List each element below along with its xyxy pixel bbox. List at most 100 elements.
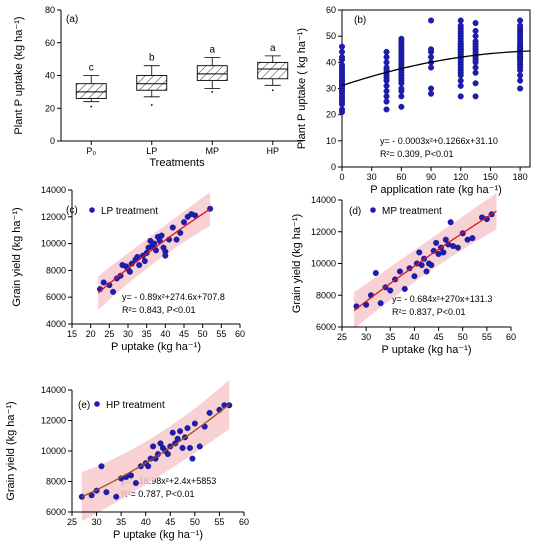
panel-d-y-tick-label: 8000 bbox=[316, 290, 336, 300]
data-point bbox=[136, 262, 143, 269]
panel-a-x-tick-label: HP bbox=[266, 146, 279, 156]
panel-b-x-tick-label: 120 bbox=[453, 172, 468, 182]
panel-d-x-label: P uptake (kg ha⁻¹) bbox=[382, 344, 472, 356]
data-point bbox=[472, 20, 479, 27]
panel-e-x-tick-label: 55 bbox=[214, 517, 224, 527]
panel-d-x-tick-label: 25 bbox=[337, 332, 347, 342]
panel-a-box-plot: (a) Plant P uptake (kg ha⁻¹) Treatments … bbox=[13, 5, 303, 169]
panel-d-x-tick-label: 40 bbox=[409, 332, 419, 342]
data-point bbox=[447, 219, 454, 226]
panel-d-x-tick-label: 60 bbox=[506, 332, 516, 342]
panel-b-x-tick-label: 90 bbox=[426, 172, 436, 182]
data-point bbox=[372, 270, 379, 277]
data-point bbox=[387, 287, 394, 294]
data-point bbox=[517, 72, 524, 79]
panel-e-y-tick-label: 14000 bbox=[41, 385, 66, 395]
data-point bbox=[226, 402, 233, 409]
data-point bbox=[442, 236, 449, 243]
panel-e-y-tick-label: 10000 bbox=[41, 446, 66, 456]
data-point bbox=[98, 463, 105, 470]
data-point bbox=[457, 17, 464, 24]
data-point bbox=[398, 103, 405, 110]
panel-c-stats: R²= 0.843, P<0.01 bbox=[122, 305, 196, 315]
panel-e-x-label: P uptake (kg ha⁻¹) bbox=[113, 529, 203, 541]
data-point bbox=[339, 43, 346, 50]
panel-b-x-tick-label: 60 bbox=[396, 172, 406, 182]
panel-b-y-tick-label: 40 bbox=[326, 57, 336, 67]
panel-b-y-tick-label: 50 bbox=[326, 31, 336, 41]
data-point bbox=[180, 219, 187, 226]
panel-d-y-tick-label: 6000 bbox=[316, 322, 336, 332]
panel-c-y-tick-label: 4000 bbox=[46, 319, 66, 329]
panel-c-y-label: Grain yield (kg ha⁻¹) bbox=[11, 207, 23, 306]
panel-c-legend-marker bbox=[89, 207, 95, 213]
data-point bbox=[196, 443, 203, 450]
panel-e-x-tick-label: 40 bbox=[141, 517, 151, 527]
data-point bbox=[457, 77, 464, 84]
panel-c-x-tick-label: 30 bbox=[123, 329, 133, 339]
data-point bbox=[440, 249, 447, 256]
panel-a-y-tick-label: 20 bbox=[45, 103, 55, 113]
data-point bbox=[377, 300, 384, 307]
panel-d-x-tick-label: 45 bbox=[434, 332, 444, 342]
data-point bbox=[383, 64, 390, 71]
box-significance-letter: b bbox=[149, 53, 155, 64]
data-point bbox=[517, 77, 524, 84]
panel-c-y-tick-label: 12000 bbox=[41, 212, 66, 222]
data-point bbox=[433, 239, 440, 246]
data-point bbox=[517, 22, 524, 29]
data-point bbox=[383, 59, 390, 66]
data-point bbox=[457, 93, 464, 100]
data-point bbox=[428, 90, 435, 97]
panel-d-legend-label: MP treatment bbox=[382, 206, 442, 217]
data-point bbox=[206, 409, 213, 416]
data-point bbox=[383, 98, 390, 105]
panel-e-x-tick-label: 50 bbox=[190, 517, 200, 527]
panel-e-y-tick-label: 6000 bbox=[46, 507, 66, 517]
panel-d-legend-marker bbox=[370, 207, 376, 213]
panel-d-label: (d) bbox=[349, 206, 361, 217]
panel-b-x-tick-label: 0 bbox=[339, 172, 344, 182]
box-body bbox=[196, 65, 228, 81]
panel-c-y-tick-label: 14000 bbox=[41, 185, 66, 195]
panel-d-equation: y= - 0.684x²+270x+131.3 bbox=[392, 294, 492, 304]
panel-d-y-label: Grain yield (kg ha⁻¹) bbox=[291, 214, 303, 313]
data-point bbox=[398, 35, 405, 42]
data-point bbox=[174, 435, 181, 442]
data-point bbox=[158, 232, 165, 239]
data-point bbox=[383, 82, 390, 89]
panel-e-x-tick-label: 45 bbox=[165, 517, 175, 527]
panel-c-equation: y= - 0.89x²+274.6x+707.8 bbox=[122, 292, 225, 302]
panel-c-y-tick-label: 8000 bbox=[46, 265, 66, 275]
data-point bbox=[423, 268, 430, 275]
box-significance-letter: a bbox=[270, 43, 276, 54]
data-point bbox=[472, 93, 479, 100]
data-point bbox=[100, 279, 107, 286]
panel-b-y-tick-label: 10 bbox=[326, 136, 336, 146]
panel-c-x-tick-label: 15 bbox=[67, 329, 77, 339]
box-body bbox=[136, 75, 168, 91]
box-body bbox=[257, 61, 289, 80]
panel-c-x-tick-label: 50 bbox=[198, 329, 208, 339]
data-point bbox=[383, 48, 390, 55]
box-significance-letter: c bbox=[89, 63, 94, 74]
panel-e-fit-curve bbox=[81, 403, 230, 498]
data-point bbox=[416, 249, 423, 256]
panel-b-scatter: (b) Plant P uptake ( kg ha⁻¹) P applicat… bbox=[296, 5, 531, 196]
panel-e-x-tick-label: 60 bbox=[239, 517, 249, 527]
data-point bbox=[396, 268, 403, 275]
data-point bbox=[428, 46, 435, 53]
data-point bbox=[383, 106, 390, 113]
panel-a-y-tick-label: 60 bbox=[45, 38, 55, 48]
data-point bbox=[184, 425, 191, 432]
panel-c-x-tick-label: 55 bbox=[216, 329, 226, 339]
data-point bbox=[454, 244, 461, 251]
panel-c-y-tick-label: 10000 bbox=[41, 239, 66, 249]
panel-e-y-label: Grain yield (kg ha⁻¹) bbox=[5, 401, 17, 500]
data-point bbox=[472, 80, 479, 87]
box-outlier bbox=[90, 105, 93, 108]
panel-d-stats: R²= 0.837, P<0.01 bbox=[392, 307, 466, 317]
data-point bbox=[179, 444, 186, 451]
data-point bbox=[398, 85, 405, 92]
